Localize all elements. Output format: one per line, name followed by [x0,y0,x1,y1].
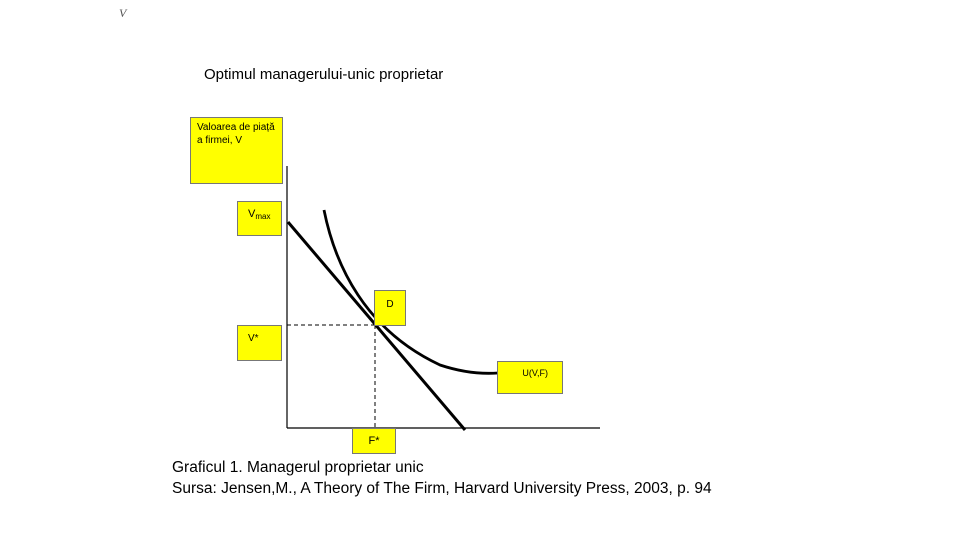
corner-mark: V [119,6,127,20]
figure-caption: Graficul 1. Managerul proprietar unic Su… [172,457,712,499]
indifference-curve-label: U(V,F) [497,361,563,394]
y-axis-label: Valoarea de piață a firmei, V [190,117,283,184]
vmax-label: Vmax [237,201,282,236]
v-star-label: V* [237,325,282,361]
indifference-curve [322,209,499,375]
value-line [286,221,467,431]
vmax-main: V [248,208,256,220]
diagram-title: Optimul managerului-unic proprietar [204,66,444,83]
f-star-label: F* [352,428,396,454]
vmax-subscript: max [255,212,271,221]
point-d-label: D [374,290,406,326]
caption-title: Graficul 1. Managerul proprietar unic [172,459,424,476]
caption-source: Sursa: Jensen,M., A Theory of The Firm, … [172,480,712,497]
